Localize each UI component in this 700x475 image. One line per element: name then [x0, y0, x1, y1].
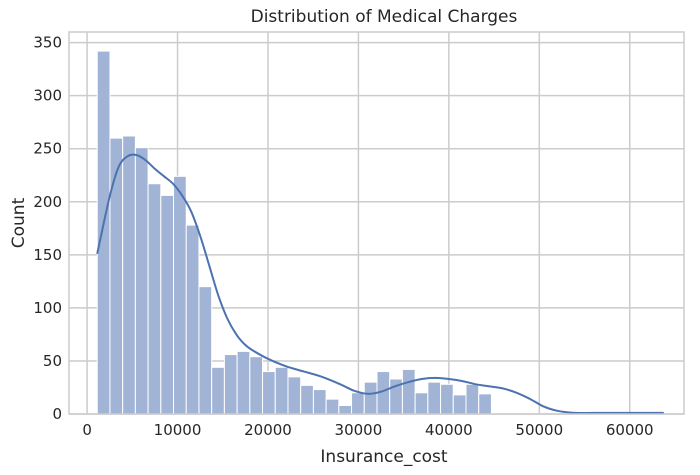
histogram-bar: [351, 392, 365, 415]
x-axis-ticks: 0 10000 20000 30000 40000 50000 60000: [82, 421, 653, 439]
histogram-bar: [338, 405, 353, 415]
kde-curve: [96, 153, 664, 415]
histogram-bar: [185, 224, 200, 415]
histogram-bars: [96, 50, 492, 415]
histogram-bar: [262, 371, 276, 415]
x-axis-label: Insurance_cost: [320, 447, 448, 467]
histogram-bar: [414, 392, 429, 415]
plot-frame: [68, 31, 685, 415]
histogram-bar: [440, 383, 454, 415]
y-tick-label: 300: [33, 87, 62, 105]
x-tick-label: 0: [82, 421, 92, 439]
x-tick-label: 20000: [244, 421, 292, 439]
histogram-bar: [147, 183, 162, 415]
histogram-bar: [465, 383, 480, 415]
histogram-bar: [249, 356, 264, 415]
x-tick-label: 10000: [154, 421, 202, 439]
histogram-bar: [401, 368, 416, 415]
histogram-bar: [363, 381, 378, 415]
x-tick-label: 30000: [335, 421, 383, 439]
histogram-bar: [312, 389, 327, 415]
x-tick-label: 50000: [515, 421, 563, 439]
histogram-bar: [109, 137, 124, 415]
y-tick-label: 0: [52, 405, 62, 423]
y-axis-ticks: 0 50 100 150 200 250 300 350: [33, 34, 62, 423]
chart-title: Distribution of Medical Charges: [251, 7, 518, 27]
histogram-bar: [274, 366, 289, 415]
histogram-bar: [236, 350, 251, 415]
y-tick-label: 350: [33, 34, 62, 52]
histogram-bar: [223, 354, 238, 415]
y-axis-label: Count: [9, 197, 29, 248]
histogram-bar: [287, 376, 302, 415]
histogram-bar: [122, 135, 136, 415]
histogram-bar: [160, 194, 175, 415]
histogram-bar: [452, 394, 467, 415]
y-tick-label: 50: [43, 352, 62, 370]
y-tick-label: 250: [33, 140, 62, 158]
histogram-bar: [300, 384, 314, 415]
y-tick-label: 100: [33, 299, 62, 317]
histogram-bar: [211, 366, 225, 415]
histogram-bar: [173, 175, 187, 415]
histogram-bar: [427, 381, 442, 415]
histogram-bar: [96, 50, 111, 415]
histogram-bar: [198, 286, 213, 415]
x-tick-label: 40000: [425, 421, 473, 439]
y-tick-label: 150: [33, 246, 62, 264]
y-tick-label: 200: [33, 193, 62, 211]
histogram-bar: [325, 398, 340, 415]
histogram-bar: [478, 393, 492, 415]
histogram-bar: [134, 147, 149, 415]
x-tick-label: 60000: [606, 421, 654, 439]
